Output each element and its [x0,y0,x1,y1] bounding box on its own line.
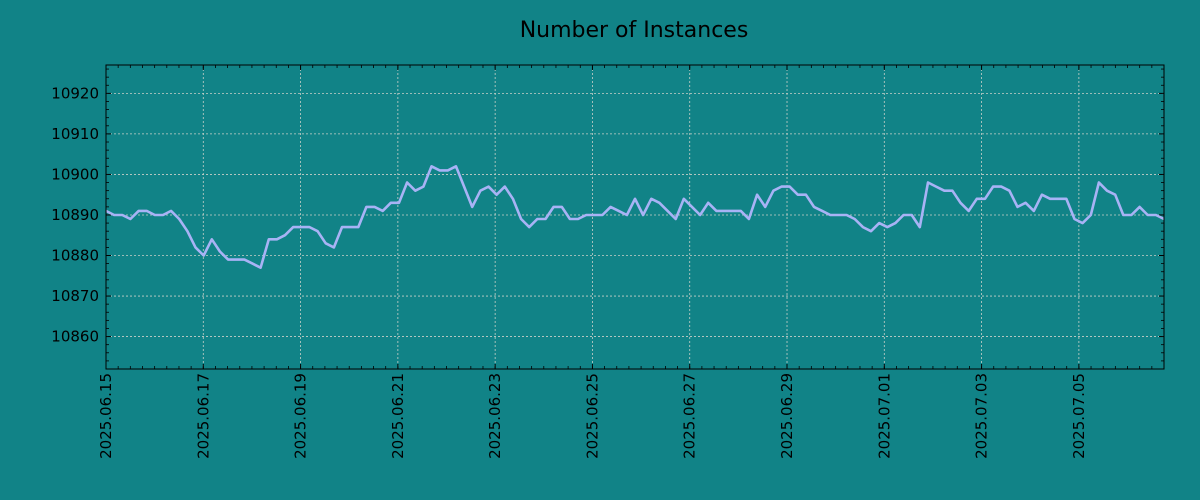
x-tick-label: 2025.06.15 [97,373,115,459]
x-tick-label: 2025.06.29 [778,373,796,459]
x-tick-label: 2025.06.19 [292,373,310,459]
x-tick-label: 2025.06.23 [486,373,504,459]
y-tick-label: 10900 [51,165,99,183]
grid-lines [105,65,1164,369]
series-layer [105,165,1165,270]
y-tick-label: 10870 [51,287,99,305]
x-tick-label: 2025.07.03 [973,373,991,459]
x-tick-label: 2025.06.17 [194,373,212,459]
x-tick-label: 2025.07.01 [875,373,893,459]
y-tick-label: 10920 [51,84,99,102]
x-tick-label: 2025.07.05 [1070,373,1088,459]
axis-ticks [105,65,1165,370]
tick-labels: 10860 10870 10880 10890 10900 10910 10920 2025.… [51,84,1088,459]
y-tick-label: 10880 [51,247,99,265]
y-tick-label: 10890 [51,206,99,224]
y-tick-label: 10860 [51,328,99,346]
x-tick-label: 2025.06.21 [389,373,407,459]
series-line [105,165,1165,270]
x-tick-label: 2025.06.27 [681,373,699,459]
x-tick-label: 2025.06.25 [583,373,601,459]
chart-title: Number of Instances [520,18,749,43]
plot-frame [105,64,1165,370]
y-tick-label: 10910 [51,125,99,143]
